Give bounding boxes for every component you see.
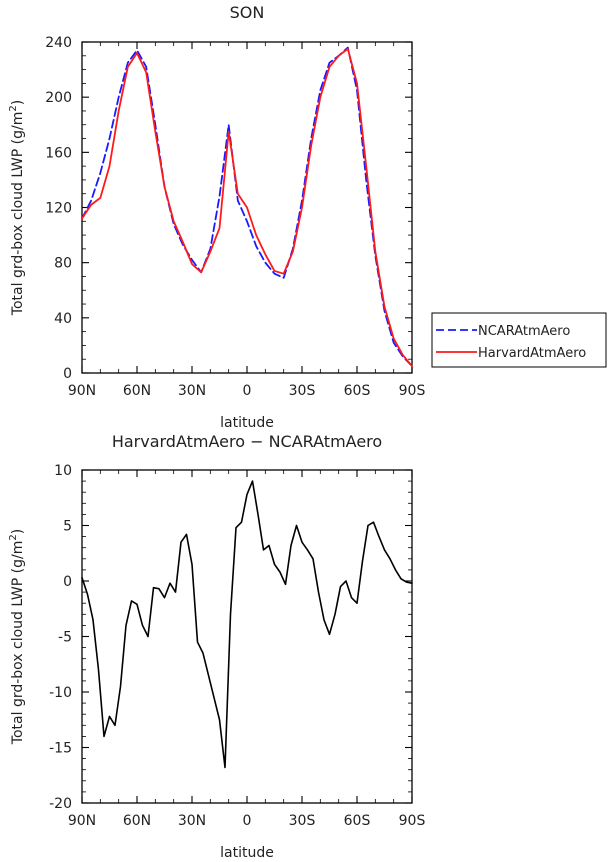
y-tick-label-0-4: 160 xyxy=(45,145,72,161)
y-tick-label-1-5: 5 xyxy=(63,519,72,535)
bottom-y-axis-label: Total grd-box cloud LWP (g/m2) xyxy=(8,529,26,745)
x-tick-label-1-3: 0 xyxy=(243,813,252,829)
y-tick-label-0-1: 40 xyxy=(54,311,72,327)
top-x-axis-label: latitude xyxy=(220,415,274,431)
y-tick-label-0-6: 240 xyxy=(45,35,72,51)
bottom-ylabel-tail: ) xyxy=(10,529,26,534)
series-line-1-0 xyxy=(81,480,413,769)
y-tick-label-1-6: 10 xyxy=(54,463,72,479)
y-tick-label-0-0: 0 xyxy=(63,366,72,382)
bottom-chart-title: HarvardAtmAero − NCARAtmAero xyxy=(112,432,382,451)
x-tick-label-0-0: 90N xyxy=(68,383,96,399)
x-tick-label-1-4: 30S xyxy=(289,813,316,829)
y-tick-label-0-2: 80 xyxy=(54,256,72,272)
y-tick-label-0-3: 120 xyxy=(45,201,72,217)
x-tick-label-1-2: 30N xyxy=(178,813,206,829)
x-tick-label-1-0: 90N xyxy=(68,813,96,829)
x-tick-label-0-3: 0 xyxy=(243,383,252,399)
x-tick-label-0-2: 30N xyxy=(178,383,206,399)
top-ylabel-tail: ) xyxy=(10,100,26,105)
x-tick-label-0-6: 90S xyxy=(399,383,426,399)
plot-frame-1 xyxy=(81,469,413,804)
x-tick-label-0-4: 30S xyxy=(289,383,316,399)
bottom-ylabel-superscript: 2 xyxy=(8,534,19,540)
bottom-ylabel-main: Total grd-box cloud LWP (g/m xyxy=(10,541,26,746)
legend-label-ncaratmaero: NCARAtmAero xyxy=(478,324,570,339)
x-tick-label-0-5: 60S xyxy=(344,383,371,399)
x-tick-label-1-1: 60N xyxy=(123,813,151,829)
top-ylabel-main: Total grd-box cloud LWP (g/m xyxy=(10,112,26,317)
y-tick-label-0-5: 200 xyxy=(45,90,72,106)
legend-box xyxy=(431,312,607,368)
legend-label-harvardatmaero: HarvardAtmAero xyxy=(478,346,586,361)
series-line-harvardatmaero xyxy=(81,48,413,367)
x-tick-label-0-1: 60N xyxy=(123,383,151,399)
top-chart-title: SON xyxy=(230,3,265,22)
y-tick-label-1-1: -15 xyxy=(49,741,72,757)
y-tick-label-1-0: -20 xyxy=(49,796,72,812)
bottom-x-axis-label: latitude xyxy=(220,845,274,861)
y-tick-label-1-4: 0 xyxy=(63,574,72,590)
legend: NCARAtmAero HarvardAtmAero xyxy=(431,312,607,368)
top-ylabel-superscript: 2 xyxy=(8,105,19,111)
y-tick-label-1-2: -10 xyxy=(49,685,72,701)
x-tick-label-1-5: 60S xyxy=(344,813,371,829)
x-tick-label-1-6: 90S xyxy=(399,813,426,829)
top-y-axis-label: Total grd-box cloud LWP (g/m2) xyxy=(8,100,26,316)
y-tick-label-1-3: -5 xyxy=(58,630,72,646)
